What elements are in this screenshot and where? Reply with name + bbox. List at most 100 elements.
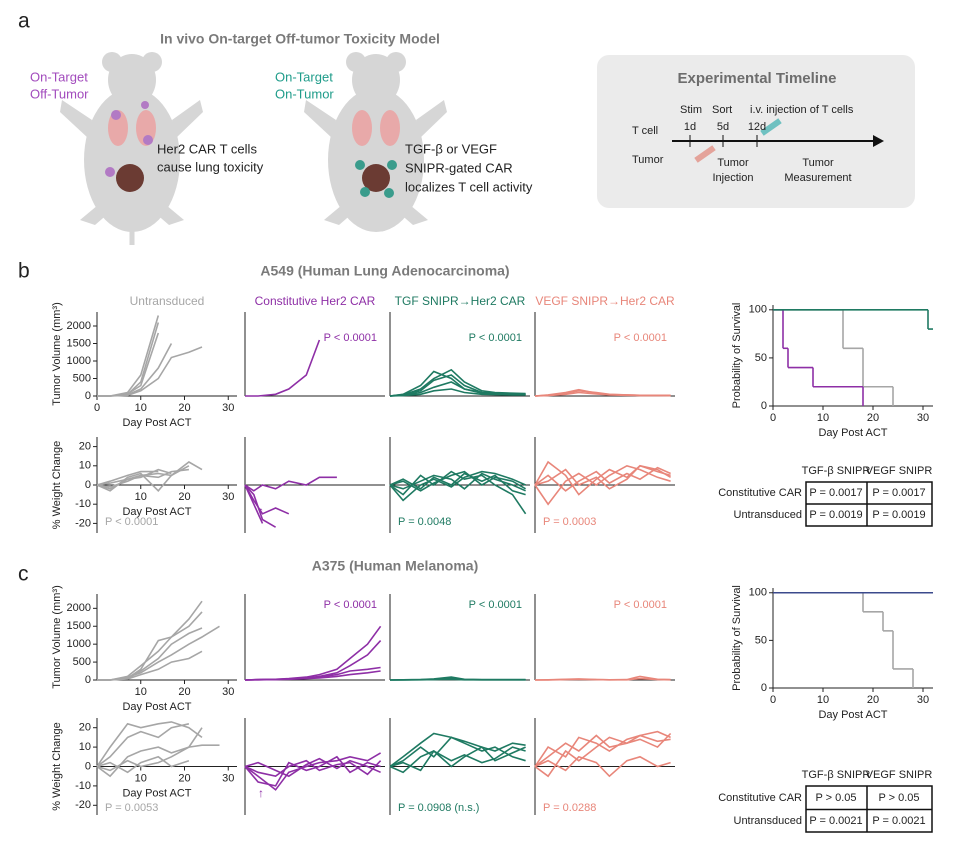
series-line [389,472,526,492]
series-line [244,625,382,681]
panel-label: b [18,260,30,283]
x-tick-label: 10 [135,772,147,784]
timeline-step: Stim [680,104,702,116]
model-caption: cause lung toxicity [157,159,264,174]
timeline-step: Sort [712,104,732,116]
series-line [97,332,160,397]
model-caption: Her2 CAR T cells [157,141,257,156]
timeline-day: 5d [717,121,729,133]
y-tick-label: 0 [761,400,767,412]
series-line [244,752,382,791]
section-title: A549 (Human Lung Adenocarcinoma) [260,263,509,279]
y-tick-label: 500 [73,656,91,668]
x-axis-label: Day Post ACT [818,709,887,721]
y-tick-label: 500 [73,372,91,384]
series-line [97,346,203,397]
chart-title: TGF SNIPR→Her2 CAR [395,294,526,308]
table-cell: P = 0.0019 [872,509,925,521]
model-heading: On-Tumor [275,86,334,101]
timeline-event: Measurement [784,172,851,184]
series-line [534,464,672,490]
panel-label: a [18,10,30,33]
series-line [96,727,203,772]
y-tick-label: 0 [85,674,91,686]
y-tick-label: 100 [749,304,767,316]
y-tick-label: 2000 [67,602,91,614]
y-axis-label: Probability of Survival [731,303,743,409]
y-tick-label: 100 [749,587,767,599]
y-tick-label: 1500 [67,337,91,349]
table-row-label: Untransduced [734,509,803,521]
table-row-label: Constitutive CAR [718,487,802,499]
p-value: P < 0.0001 [105,516,158,528]
x-tick-label: 10 [135,402,147,414]
model-heading: On-Target [275,69,333,84]
y-axis-label: % Weight Change [51,441,63,529]
series-line [96,744,220,778]
timeline-title: Experimental Timeline [678,70,837,87]
series-line [244,757,381,778]
y-tick-label: 0 [85,479,91,491]
y-tick-label: 1500 [67,620,91,632]
series-line [534,466,671,492]
mouse-illustration [60,52,203,245]
p-value: P < 0.0001 [469,332,522,344]
x-axis-label: Day Post ACT [122,701,191,713]
x-axis-label: Day Post ACT [818,427,887,439]
series-line [534,734,671,768]
p-value: P = 0.0003 [543,516,596,528]
timeline-day: 12d [748,121,766,133]
series-line [534,460,671,496]
arrow-head [873,135,884,147]
x-tick-label: 30 [222,772,234,784]
x-axis-label: Day Post ACT [122,506,191,518]
x-tick-label: 10 [817,412,829,424]
x-axis-label: Day Post ACT [122,787,191,799]
y-tick-label: 10 [79,460,91,472]
table-cell: P > 0.05 [878,792,919,804]
model-caption: TGF-β or VEGF [405,141,497,156]
x-tick-label: 30 [917,412,929,424]
y-tick-label: 50 [755,634,767,646]
series-line [97,625,220,681]
x-tick-label: 10 [135,491,147,503]
series-line [389,470,527,492]
series-line [534,391,671,397]
series-line [389,746,526,772]
timeline-day: 1d [684,121,696,133]
series-line [534,677,671,681]
series-line [96,721,203,767]
timeline-row-label: T cell [632,125,658,137]
model-heading: Off-Tumor [30,86,89,101]
y-tick-label: 20 [79,441,91,453]
timeline-event: Tumor [802,157,834,169]
timeline-step: i.v. injection of T cells [750,104,854,116]
x-tick-label: 10 [135,686,147,698]
table-cell: P = 0.0021 [809,815,862,827]
panel-label: c [18,563,29,586]
p-value: P = 0.0048 [398,516,451,528]
y-axis-label: Tumor Volume (mm³) [51,585,63,689]
syringe-icon [694,145,716,163]
y-tick-label: 50 [755,352,767,364]
x-tick-label: 20 [867,694,879,706]
figure-title: In vivo On-target Off-tumor Toxicity Mod… [160,31,440,47]
y-axis-label: Probability of Survival [731,585,743,691]
series-line [97,627,203,681]
y-tick-label: 0 [85,760,91,772]
table-cell: P > 0.05 [815,792,856,804]
series-line [244,670,381,681]
y-axis-label: Tumor Volume (mm³) [51,302,63,406]
y-tick-label: -10 [75,780,91,792]
model-heading: On-Target [30,69,88,84]
series-line [244,759,382,778]
table-header: VEGF SNIPR [866,769,933,781]
p-value: P < 0.0001 [324,599,377,611]
y-axis-label: % Weight Change [51,722,63,810]
table-header: VEGF SNIPR [866,465,933,477]
mouse-illustration [304,52,447,232]
table-header: TGF-β SNIPR [802,465,871,477]
timeline-event: Tumor [717,157,749,169]
x-tick-label: 30 [222,402,234,414]
